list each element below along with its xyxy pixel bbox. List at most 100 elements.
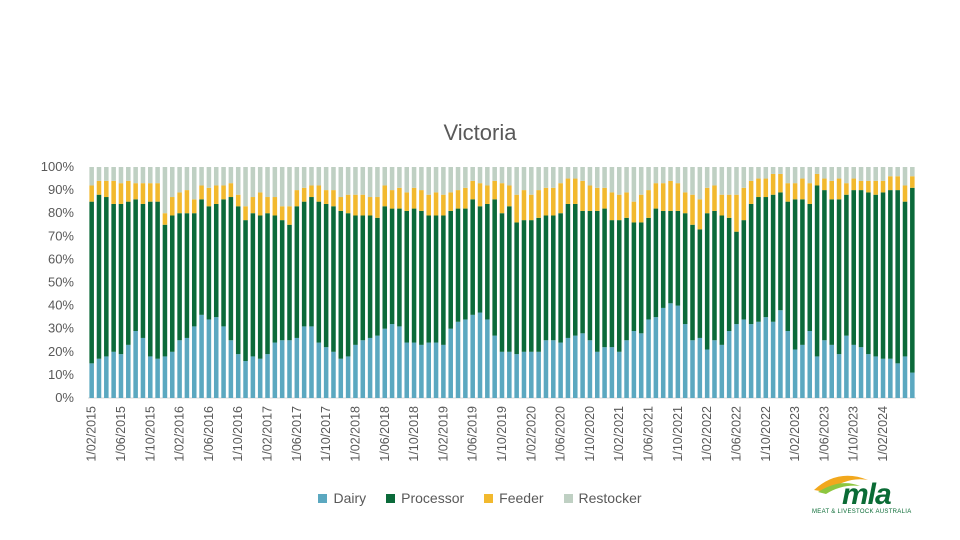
bar-segment-restocker: [133, 167, 138, 184]
bar-segment-feeder: [866, 180, 871, 193]
bar-segment-feeder: [279, 206, 285, 221]
bar-segment-processor: [250, 213, 256, 357]
bar-segment-dairy: [741, 319, 747, 398]
bar-segment-processor: [162, 224, 168, 357]
legend-item-feeder: Feeder: [484, 490, 544, 506]
bar-segment-dairy: [682, 324, 688, 398]
bar-segment-processor: [265, 213, 270, 355]
bar-segment-processor: [411, 208, 417, 343]
y-tick-label: 30%: [48, 321, 74, 336]
bar-segment-processor: [404, 210, 410, 343]
bar-segment-restocker: [888, 167, 893, 177]
bar-segment-restocker: [712, 167, 717, 186]
bar-segment-dairy: [573, 335, 578, 398]
bar-segment-dairy: [177, 340, 182, 398]
bar-segment-feeder: [573, 178, 578, 204]
bar-segment-processor: [507, 206, 512, 352]
bar-segment-processor: [895, 190, 900, 364]
bar-segment-dairy: [287, 340, 292, 398]
bar-segment-processor: [734, 231, 739, 325]
x-tick-label: 1/06/2017: [290, 406, 304, 462]
bar-segment-processor: [126, 201, 131, 345]
bar-segment-processor: [155, 201, 160, 359]
bar-segment-feeder: [719, 194, 725, 216]
bar-segment-dairy: [858, 347, 864, 398]
bar-segment-processor: [148, 201, 153, 357]
bar-segment-restocker: [587, 167, 593, 186]
bar-segment-feeder: [851, 178, 856, 191]
bar-segment-processor: [426, 215, 431, 343]
bar-segment-dairy: [257, 358, 263, 398]
bar-segment-feeder: [858, 180, 864, 191]
bar-segment-processor: [551, 215, 556, 341]
bar-segment-feeder: [660, 183, 666, 211]
bar-segment-processor: [836, 199, 842, 355]
bar-segment-feeder: [646, 190, 651, 218]
bar-segment-restocker: [155, 167, 160, 184]
bar-segment-processor: [587, 210, 593, 341]
bar-segment-feeder: [375, 197, 380, 218]
bar-segment-restocker: [162, 167, 168, 214]
bar-segment-dairy: [221, 326, 226, 398]
bar-segment-dairy: [301, 326, 307, 398]
bar-segment-restocker: [668, 167, 673, 181]
bar-segment-feeder: [477, 183, 483, 207]
bar-segment-processor: [653, 208, 659, 318]
bar-segment-feeder: [397, 187, 402, 209]
x-tick-label: 1/06/2015: [114, 406, 128, 462]
bar-segment-restocker: [646, 167, 651, 191]
x-tick-label: 1/10/2018: [407, 406, 421, 462]
bar-segment-restocker: [866, 167, 871, 181]
bar-segment-processor: [543, 215, 549, 341]
bar-segment-restocker: [389, 167, 395, 191]
bar-segment-restocker: [624, 167, 629, 193]
bar-segment-feeder: [463, 187, 468, 209]
bar-segment-restocker: [609, 167, 615, 193]
bar-segment-feeder: [148, 183, 153, 202]
bar-segment-dairy: [631, 331, 637, 398]
bar-segment-processor: [726, 217, 732, 332]
bar-segment-dairy: [778, 310, 783, 398]
bar-segment-feeder: [704, 187, 710, 214]
bar-segment-feeder: [433, 192, 439, 216]
bar-segment-processor: [111, 203, 116, 352]
bar-segment-feeder: [763, 178, 769, 198]
bar-segment-dairy: [770, 321, 776, 398]
bar-segment-restocker: [873, 167, 878, 181]
bar-segment-feeder: [316, 185, 322, 202]
bar-segment-restocker: [463, 167, 468, 188]
bar-segment-processor: [697, 229, 703, 338]
legend-label-feeder: Feeder: [499, 490, 544, 506]
bar-segment-feeder: [169, 197, 175, 216]
bar-segment-dairy: [792, 349, 798, 398]
bar-segment-dairy: [895, 363, 900, 398]
bar-segment-dairy: [851, 344, 856, 398]
bar-segment-processor: [719, 215, 725, 345]
y-tick-label: 100%: [41, 159, 75, 174]
bar-segment-processor: [573, 203, 578, 336]
x-tick-label: 1/06/2023: [817, 406, 831, 462]
bar-segment-dairy: [155, 358, 160, 398]
bar-segment-dairy: [880, 358, 886, 398]
bar-segment-feeder: [587, 185, 593, 211]
bar-segment-restocker: [126, 167, 131, 181]
bar-segment-processor: [309, 197, 314, 327]
bar-segment-processor: [140, 203, 146, 338]
bar-segment-processor: [558, 213, 563, 343]
bar-segment-restocker: [536, 167, 541, 191]
bar-segment-feeder: [814, 173, 820, 186]
bar-segment-restocker: [287, 167, 292, 207]
bar-segment-restocker: [279, 167, 285, 207]
bar-segment-dairy: [133, 331, 138, 398]
bar-segment-restocker: [726, 167, 732, 195]
bar-segment-processor: [902, 201, 908, 357]
bar-segment-restocker: [910, 167, 915, 177]
bar-segment-restocker: [360, 167, 366, 195]
bar-segment-restocker: [243, 167, 248, 207]
bar-segment-dairy: [382, 328, 388, 398]
bar-segment-dairy: [104, 356, 109, 398]
x-tick-label: 1/10/2023: [847, 406, 861, 462]
bar-segment-restocker: [851, 167, 856, 179]
bar-segment-feeder: [323, 190, 329, 204]
bar-segment-restocker: [507, 167, 512, 186]
